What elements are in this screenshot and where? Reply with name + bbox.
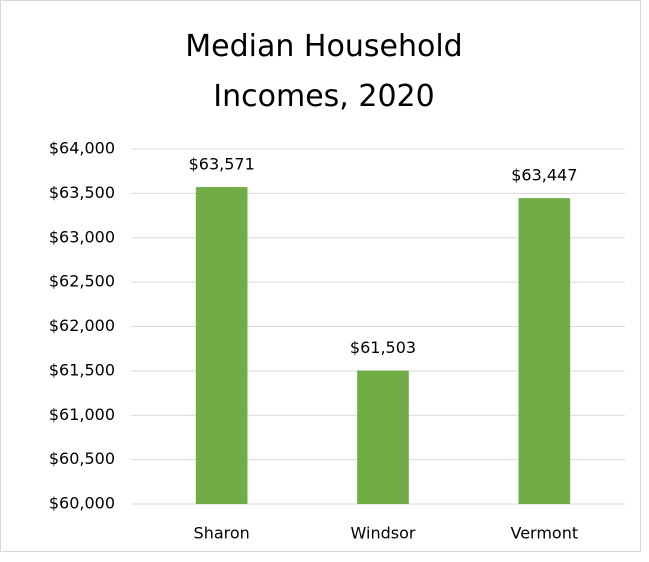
y-tick-label: $62,500 [49,272,115,291]
data-label: $61,503 [350,338,416,357]
chart-title: Median Household Incomes, 2020 [185,29,463,114]
x-tick-label: Vermont [511,524,579,543]
data-label: $63,447 [511,166,577,185]
y-tick-label: $62,000 [49,316,115,335]
y-tick-label: $63,500 [49,183,115,202]
bar [357,370,409,504]
x-tick-label: Sharon [194,524,250,543]
y-tick-label: $60,000 [49,494,115,513]
y-tick-label: $60,500 [49,449,115,468]
x-tick-label: Windsor [351,524,416,543]
y-tick-label: $61,000 [49,405,115,424]
bar [518,198,571,505]
data-label: $63,571 [189,155,255,174]
y-tick-label: $63,000 [49,227,115,246]
y-tick-label: $64,000 [49,139,115,158]
y-tick-label: $61,500 [49,360,115,379]
bar [195,187,248,505]
